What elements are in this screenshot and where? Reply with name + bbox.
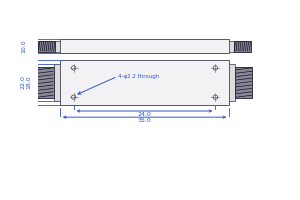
Text: 22.0: 22.0 [20, 76, 25, 89]
Bar [236, 67, 252, 98]
Circle shape [213, 95, 218, 99]
Bar [60, 60, 229, 105]
Bar [229, 64, 236, 101]
Bar [229, 41, 234, 52]
Bar [54, 64, 60, 101]
Text: 4-φ2.2 through: 4-φ2.2 through [118, 74, 160, 79]
Text: 35.0: 35.0 [138, 118, 152, 123]
Bar [234, 41, 251, 52]
Circle shape [71, 95, 76, 99]
Bar [60, 39, 229, 53]
Bar [55, 41, 60, 52]
Circle shape [213, 66, 218, 70]
Bar [38, 41, 55, 52]
Text: 10.0: 10.0 [22, 40, 27, 53]
Bar [37, 67, 54, 98]
Text: 24.0: 24.0 [138, 112, 152, 117]
Circle shape [71, 66, 76, 70]
Text: 18.0: 18.0 [26, 76, 31, 89]
